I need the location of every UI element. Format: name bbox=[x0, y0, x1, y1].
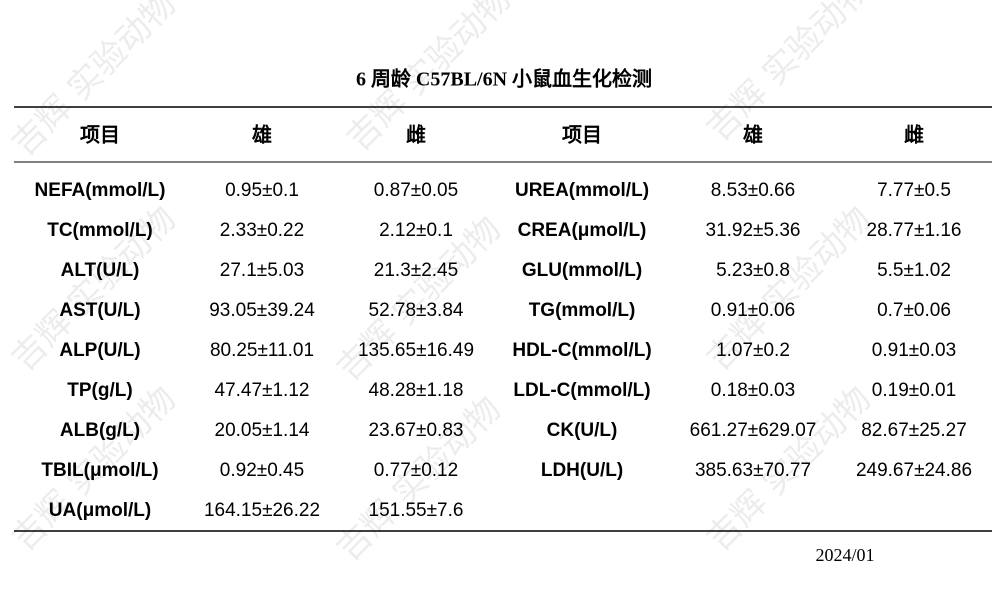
table-title: 6 周龄 C57BL/6N 小鼠血生化检测 bbox=[356, 67, 652, 91]
value-cell: 164.15±26.22 bbox=[204, 500, 320, 521]
parameter-name: LDH(U/L) bbox=[541, 460, 623, 481]
parameter-name: TG(mmol/L) bbox=[529, 300, 636, 321]
parameter-name: TC(mmol/L) bbox=[47, 220, 153, 241]
watermark: 吉辉 实验动物 bbox=[699, 0, 879, 149]
value-cell: 135.65±16.49 bbox=[358, 340, 474, 361]
header-cell: 项目 bbox=[562, 124, 602, 147]
parameter-name: UA(μmol/L) bbox=[49, 500, 151, 521]
value-cell: 0.92±0.45 bbox=[220, 460, 304, 481]
value-cell: 48.28±1.18 bbox=[369, 380, 464, 401]
value-cell: 5.5±1.02 bbox=[877, 260, 951, 281]
header-cell: 项目 bbox=[80, 124, 120, 147]
header-cell: 雄 bbox=[251, 123, 272, 147]
value-cell: 23.67±0.83 bbox=[369, 420, 464, 441]
value-cell: 661.27±629.07 bbox=[690, 420, 817, 441]
value-cell: 0.91±0.06 bbox=[711, 300, 795, 321]
value-cell: 27.1±5.03 bbox=[220, 260, 304, 281]
parameter-name: ALP(U/L) bbox=[59, 340, 140, 361]
parameter-name: AST(U/L) bbox=[59, 300, 140, 321]
value-cell: 0.77±0.12 bbox=[374, 460, 458, 481]
parameter-name: GLU(mmol/L) bbox=[522, 260, 642, 281]
value-cell: 7.77±0.5 bbox=[877, 180, 951, 201]
parameter-name: CREA(μmol/L) bbox=[518, 220, 647, 241]
parameter-name: ALB(g/L) bbox=[60, 420, 140, 441]
parameter-name: NEFA(mmol/L) bbox=[35, 180, 166, 201]
parameter-name: CK(U/L) bbox=[547, 420, 618, 441]
value-cell: 0.91±0.03 bbox=[872, 340, 956, 361]
value-cell: 0.87±0.05 bbox=[374, 180, 458, 201]
parameter-name: TP(g/L) bbox=[67, 380, 132, 401]
value-cell: 249.67±24.86 bbox=[856, 460, 972, 481]
parameter-name: LDL-C(mmol/L) bbox=[513, 380, 650, 401]
parameter-name: HDL-C(mmol/L) bbox=[512, 340, 651, 361]
value-cell: 2.12±0.1 bbox=[379, 220, 453, 241]
value-cell: 31.92±5.36 bbox=[706, 220, 801, 241]
value-cell: 0.19±0.01 bbox=[872, 380, 956, 401]
parameter-name: ALT(U/L) bbox=[61, 260, 140, 281]
value-cell: 28.77±1.16 bbox=[867, 220, 962, 241]
value-cell: 1.07±0.2 bbox=[716, 340, 790, 361]
value-cell: 21.3±2.45 bbox=[374, 260, 458, 281]
value-cell: 80.25±11.01 bbox=[210, 340, 314, 361]
parameter-name: UREA(mmol/L) bbox=[515, 180, 649, 201]
value-cell: 8.53±0.66 bbox=[711, 180, 795, 201]
value-cell: 82.67±25.27 bbox=[861, 420, 967, 441]
header-cell: 雌 bbox=[406, 123, 426, 147]
header-cell: 雌 bbox=[904, 123, 924, 147]
value-cell: 0.7±0.06 bbox=[877, 300, 951, 321]
value-cell: 47.47±1.12 bbox=[215, 380, 310, 401]
value-cell: 151.55±7.6 bbox=[369, 500, 464, 521]
parameter-name: TBIL(μmol/L) bbox=[41, 460, 158, 481]
value-cell: 385.63±70.77 bbox=[695, 460, 811, 481]
date: 2024/01 bbox=[815, 545, 874, 565]
value-cell: 5.23±0.8 bbox=[716, 260, 790, 281]
watermark: 吉辉 实验动物 bbox=[329, 389, 509, 569]
value-cell: 20.05±1.14 bbox=[215, 420, 310, 441]
value-cell: 52.78±3.84 bbox=[369, 300, 464, 321]
header-cell: 雄 bbox=[742, 123, 763, 147]
value-cell: 2.33±0.22 bbox=[220, 220, 304, 241]
value-cell: 93.05±39.24 bbox=[209, 300, 315, 321]
value-cell: 0.95±0.1 bbox=[225, 180, 299, 201]
value-cell: 0.18±0.03 bbox=[711, 380, 795, 401]
